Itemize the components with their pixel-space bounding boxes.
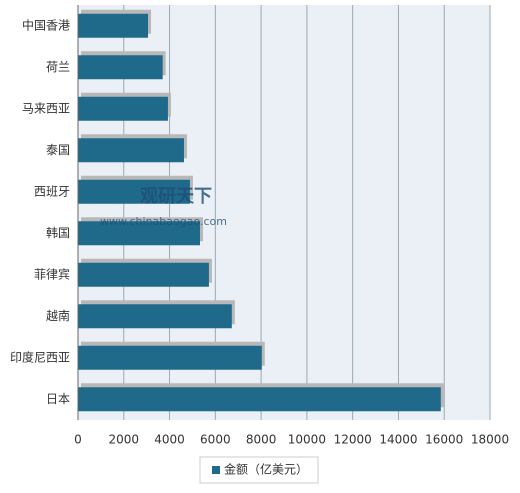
legend-swatch <box>212 466 220 474</box>
legend-label: 金额（亿美元） <box>224 462 308 477</box>
x-tick-label: 14000 <box>379 433 417 447</box>
x-tick-label: 18000 <box>471 433 509 447</box>
bar <box>78 262 209 287</box>
bar <box>78 304 232 329</box>
bar <box>78 221 200 246</box>
x-tick-label: 8000 <box>246 433 277 447</box>
x-tick-label: 4000 <box>154 433 185 447</box>
y-tick-label: 韩国 <box>46 225 70 240</box>
x-tick-label: 12000 <box>334 433 372 447</box>
y-tick-label: 菲律宾 <box>34 266 70 281</box>
x-tick-label: 2000 <box>109 433 140 447</box>
x-tick-label: 6000 <box>200 433 231 447</box>
y-tick-label: 泰国 <box>46 143 70 157</box>
bar <box>78 96 168 121</box>
watermark-brand: 观研天下 <box>140 186 212 207</box>
bar <box>78 345 262 370</box>
watermark-url: www.chinabaogao.com <box>100 215 227 228</box>
y-tick-label: 中国香港 <box>22 17 70 32</box>
bar <box>78 138 184 163</box>
bar <box>78 179 190 204</box>
bars <box>78 9 444 412</box>
x-tick-label: 0 <box>74 433 82 447</box>
y-tick-label: 日本 <box>46 392 70 406</box>
x-tick-label: 10000 <box>288 433 326 447</box>
bar <box>78 387 441 412</box>
y-tick-label: 西班牙 <box>34 184 70 198</box>
y-tick-label: 荷兰 <box>46 60 70 74</box>
bar <box>78 55 163 80</box>
y-tick-label: 印度尼西亚 <box>10 349 70 364</box>
y-tick-label: 马来西亚 <box>22 101 70 115</box>
x-tick-label: 16000 <box>425 433 463 447</box>
grid <box>77 5 491 420</box>
bar <box>78 13 149 38</box>
y-tick-label: 越南 <box>46 308 70 323</box>
